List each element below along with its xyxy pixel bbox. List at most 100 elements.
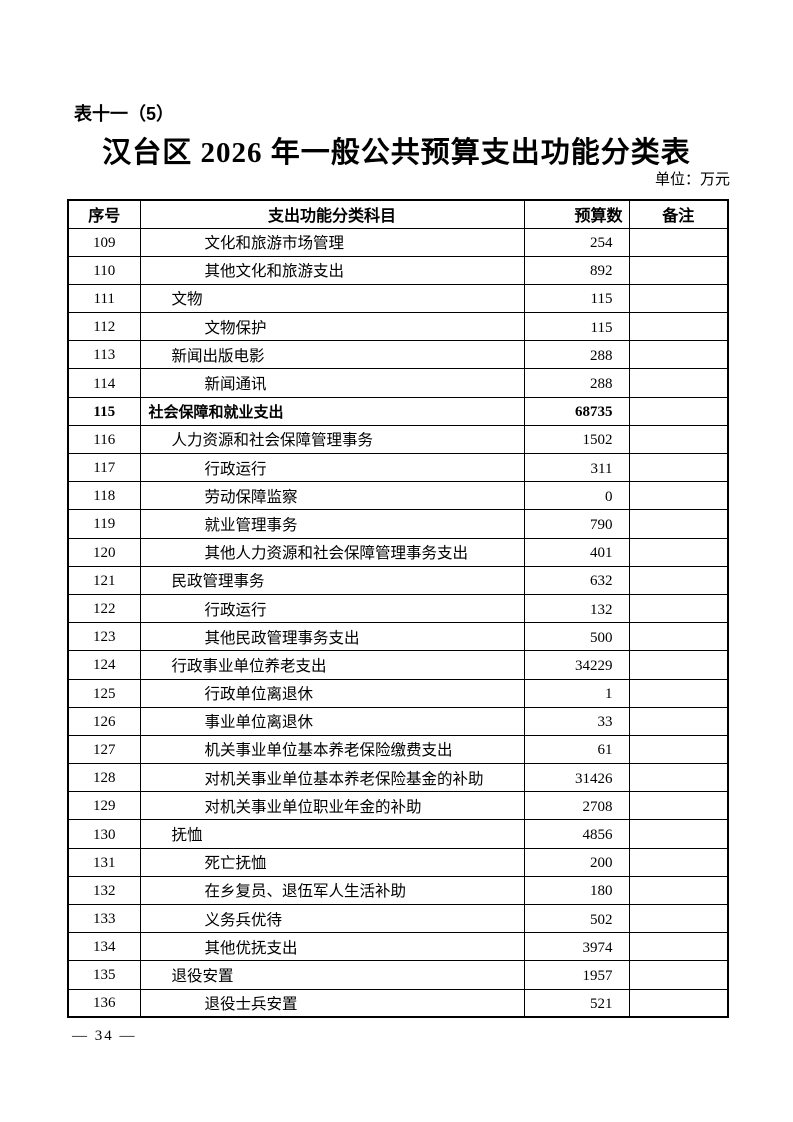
- row-subject: 其他优抚支出: [139, 932, 525, 962]
- row-serial-number: 132: [67, 875, 141, 906]
- header-row: 序号 支出功能分类科目 预算数 备注: [67, 199, 729, 229]
- row-serial-number: 131: [67, 847, 141, 877]
- row-serial-number: 114: [67, 368, 141, 398]
- table-row: 131 死亡抚恤 200: [67, 847, 729, 877]
- row-serial-number: 112: [67, 312, 141, 342]
- row-subject: 就业管理事务: [139, 509, 525, 539]
- page-title: 汉台区 2026 年一般公共预算支出功能分类表: [102, 137, 691, 169]
- table-row: 128 对机关事业单位基本养老保险基金的补助 31426: [67, 763, 729, 793]
- row-remark: [628, 509, 729, 539]
- row-subject: 对机关事业单位职业年金的补助: [139, 791, 525, 821]
- row-budget-value: 68735: [523, 396, 630, 426]
- row-subject: 人力资源和社会保障管理事务: [139, 424, 525, 455]
- row-subject: 其他民政管理事务支出: [139, 622, 525, 652]
- row-subject: 事业单位离退休: [139, 706, 525, 736]
- table-row: 135 退役安置 1957: [67, 960, 729, 990]
- table-row: 126 事业单位离退休 33: [67, 706, 729, 736]
- row-budget-value: 61: [523, 734, 630, 765]
- row-remark: [628, 255, 729, 285]
- row-serial-number: 115: [67, 396, 141, 426]
- row-remark: [628, 988, 729, 1018]
- row-remark: [628, 819, 729, 849]
- row-subject: 文化和旅游市场管理: [139, 227, 525, 257]
- row-subject: 行政事业单位养老支出: [139, 650, 525, 680]
- table-row: 134 其他优抚支出 3974: [67, 932, 729, 962]
- row-budget-value: 31426: [523, 763, 630, 793]
- row-remark: [628, 622, 729, 652]
- table-row: 114 新闻通讯 288: [67, 368, 729, 398]
- row-serial-number: 135: [67, 960, 141, 990]
- table-row: 120 其他人力资源和社会保障管理事务支出 401: [67, 537, 729, 567]
- row-budget-value: 254: [523, 227, 630, 257]
- row-budget-value: 288: [523, 368, 630, 398]
- row-subject: 退役安置: [139, 960, 525, 990]
- row-serial-number: 136: [67, 988, 141, 1018]
- row-subject: 新闻通讯: [139, 368, 525, 398]
- row-subject: 机关事业单位基本养老保险缴费支出: [139, 734, 525, 765]
- row-budget-value: 4856: [523, 819, 630, 849]
- row-budget-value: 502: [523, 903, 630, 934]
- table-row: 132 在乡复员、退伍军人生活补助 180: [67, 875, 729, 906]
- table-row: 115 社会保障和就业支出 68735: [67, 396, 729, 426]
- row-budget-value: 132: [523, 593, 630, 624]
- table-row: 123 其他民政管理事务支出 500: [67, 622, 729, 652]
- row-budget-value: 401: [523, 537, 630, 567]
- row-remark: [628, 283, 729, 314]
- row-subject: 退役士兵安置: [139, 988, 525, 1018]
- row-budget-value: 2708: [523, 791, 630, 821]
- table-row: 122 行政运行 132: [67, 593, 729, 624]
- row-budget-value: 3974: [523, 932, 630, 962]
- row-subject: 文物保护: [139, 312, 525, 342]
- row-serial-number: 122: [67, 593, 141, 624]
- row-budget-value: 34229: [523, 650, 630, 680]
- row-remark: [628, 678, 729, 708]
- row-serial-number: 118: [67, 481, 141, 511]
- row-subject: 文物: [139, 283, 525, 314]
- row-budget-value: 632: [523, 565, 630, 595]
- row-remark: [628, 424, 729, 455]
- row-budget-value: 892: [523, 255, 630, 285]
- table-row: 110 其他文化和旅游支出 892: [67, 255, 729, 285]
- table-body: 109 文化和旅游市场管理 254 110 其他文化和旅游支出 892 111 …: [67, 227, 729, 1018]
- row-subject: 抚恤: [139, 819, 525, 849]
- row-remark: [628, 875, 729, 906]
- row-serial-number: 113: [67, 340, 141, 370]
- row-serial-number: 126: [67, 706, 141, 736]
- row-subject: 在乡复员、退伍军人生活补助: [139, 875, 525, 906]
- row-remark: [628, 452, 729, 483]
- row-subject: 行政运行: [139, 452, 525, 483]
- row-remark: [628, 847, 729, 877]
- row-budget-value: 1: [523, 678, 630, 708]
- row-budget-value: 115: [523, 312, 630, 342]
- row-remark: [628, 706, 729, 736]
- row-remark: [628, 791, 729, 821]
- row-remark: [628, 903, 729, 934]
- row-remark: [628, 227, 729, 257]
- row-budget-value: 115: [523, 283, 630, 314]
- row-remark: [628, 960, 729, 990]
- row-remark: [628, 396, 729, 426]
- table-row: 117 行政运行 311: [67, 452, 729, 483]
- row-remark: [628, 537, 729, 567]
- row-budget-value: 1957: [523, 960, 630, 990]
- row-remark: [628, 312, 729, 342]
- row-subject: 社会保障和就业支出: [139, 396, 525, 426]
- row-remark: [628, 734, 729, 765]
- table-row: 111 文物 115: [67, 283, 729, 314]
- row-budget-value: 0: [523, 481, 630, 511]
- table-row: 129 对机关事业单位职业年金的补助 2708: [67, 791, 729, 821]
- row-remark: [628, 650, 729, 680]
- row-subject: 其他文化和旅游支出: [139, 255, 525, 285]
- row-serial-number: 109: [67, 227, 141, 257]
- table-row: 109 文化和旅游市场管理 254: [67, 227, 729, 257]
- row-budget-value: 521: [523, 988, 630, 1018]
- table-row: 116 人力资源和社会保障管理事务 1502: [67, 424, 729, 455]
- row-remark: [628, 565, 729, 595]
- col-header-budget: 预算数: [523, 199, 630, 229]
- table-row: 127 机关事业单位基本养老保险缴费支出 61: [67, 734, 729, 765]
- page-number: — 34 —: [72, 1028, 137, 1044]
- row-serial-number: 120: [67, 537, 141, 567]
- row-serial-number: 130: [67, 819, 141, 849]
- row-serial-number: 133: [67, 903, 141, 934]
- table-header: 序号 支出功能分类科目 预算数 备注: [67, 199, 729, 229]
